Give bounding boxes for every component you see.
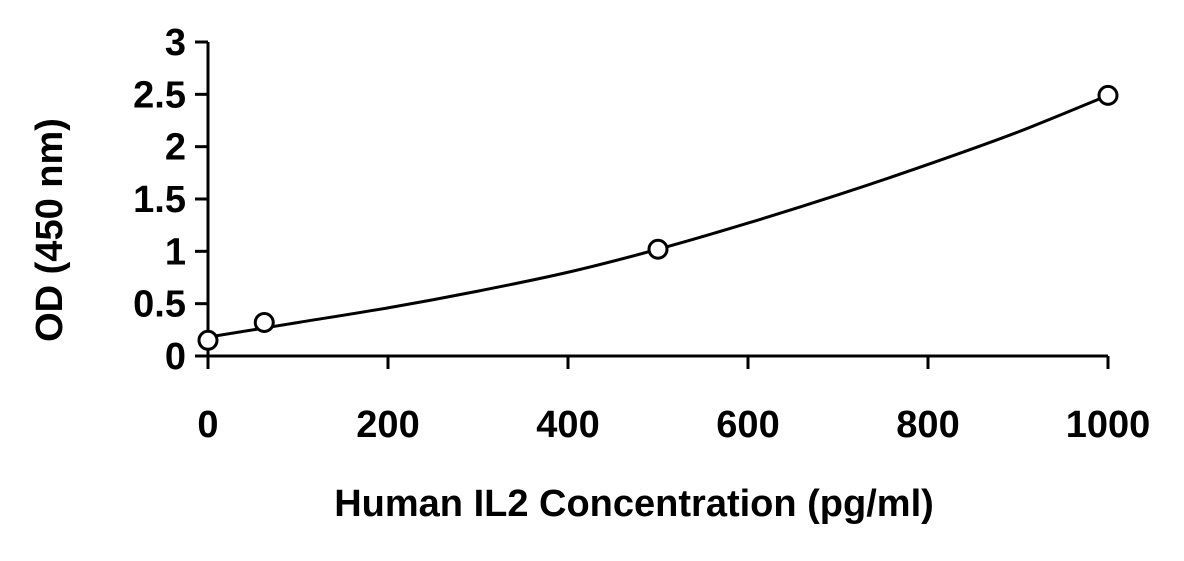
x-axis-title: Human IL2 Concentration (pg/ml) [334, 483, 934, 525]
y-tick-label: 2 [165, 127, 186, 169]
y-ticks: 0 0.5 1 1.5 2 2.5 3 [133, 22, 208, 378]
y-axis-title: OD (450 nm) [29, 118, 71, 342]
y-tick-label: 1 [165, 231, 186, 273]
x-tick-label: 200 [356, 404, 419, 446]
y-tick-label: 2.5 [133, 74, 186, 116]
x-tick-label: 600 [716, 404, 779, 446]
axes: 0 0.5 1 1.5 2 2.5 3 0 200 400 600 800 1000 [133, 22, 1150, 446]
data-point [197, 329, 219, 351]
x-tick-label: 0 [197, 404, 218, 446]
y-tick-label: 0.5 [133, 284, 186, 326]
x-tick-label: 800 [896, 404, 959, 446]
x-tick-label: 400 [536, 404, 599, 446]
x-tick-label: 1000 [1066, 404, 1151, 446]
trendline [207, 93, 1109, 339]
data-point [253, 312, 275, 334]
data-points [197, 84, 1119, 351]
y-tick-label: 1.5 [133, 179, 186, 221]
x-ticks: 0 200 400 600 800 1000 [197, 356, 1150, 446]
data-point [1097, 84, 1119, 106]
y-tick-label: 0 [165, 336, 186, 378]
data-point [647, 238, 669, 260]
y-tick-label: 3 [165, 22, 186, 64]
